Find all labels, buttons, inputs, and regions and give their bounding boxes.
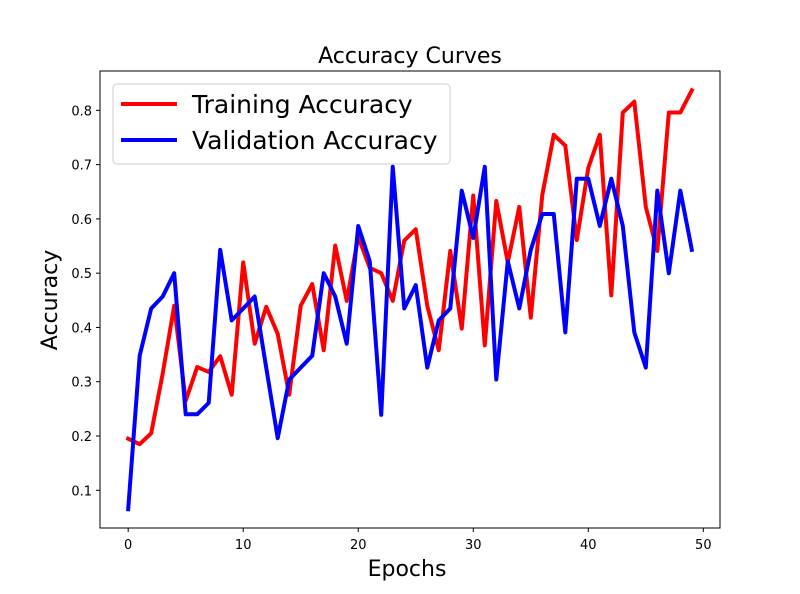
y-tick-label: 0.6 <box>71 213 92 228</box>
plot-frame <box>99 70 721 529</box>
y-tick-label: 0.7 <box>71 159 92 174</box>
y-tick-label: 0.2 <box>71 430 92 445</box>
x-tick-label: 0 <box>124 538 132 553</box>
x-tick-label: 40 <box>580 538 597 553</box>
legend-label-validation: Validation Accuracy <box>192 126 438 155</box>
series-line-validation <box>126 164 695 512</box>
tick-layer: 0 10 20 30 40 50 0.1 0.2 0.3 0.4 0.5 0.6 0.7 0.8 <box>71 104 711 553</box>
chart-title: Accuracy Curves <box>318 44 502 69</box>
legend-label-training: Training Accuracy <box>191 90 413 119</box>
x-axis-label: Epochs <box>368 557 447 582</box>
y-tick-label: 0.5 <box>71 267 92 282</box>
x-tick-label: 50 <box>695 538 712 553</box>
series-layer <box>125 87 695 512</box>
x-tick-label: 30 <box>465 538 482 553</box>
y-tick-label: 0.8 <box>71 104 92 119</box>
y-tick-label: 0.4 <box>71 321 92 336</box>
x-tick-label: 10 <box>235 538 252 553</box>
legend-frame <box>112 83 451 165</box>
x-tick-label: 20 <box>350 538 367 553</box>
legend: Training Accuracy Validation Accuracy <box>112 83 451 165</box>
series-line-training <box>125 87 695 447</box>
y-tick-label: 0.3 <box>71 376 92 391</box>
y-tick-label: 0.1 <box>71 484 92 499</box>
y-axis-label: Accuracy <box>38 250 63 350</box>
